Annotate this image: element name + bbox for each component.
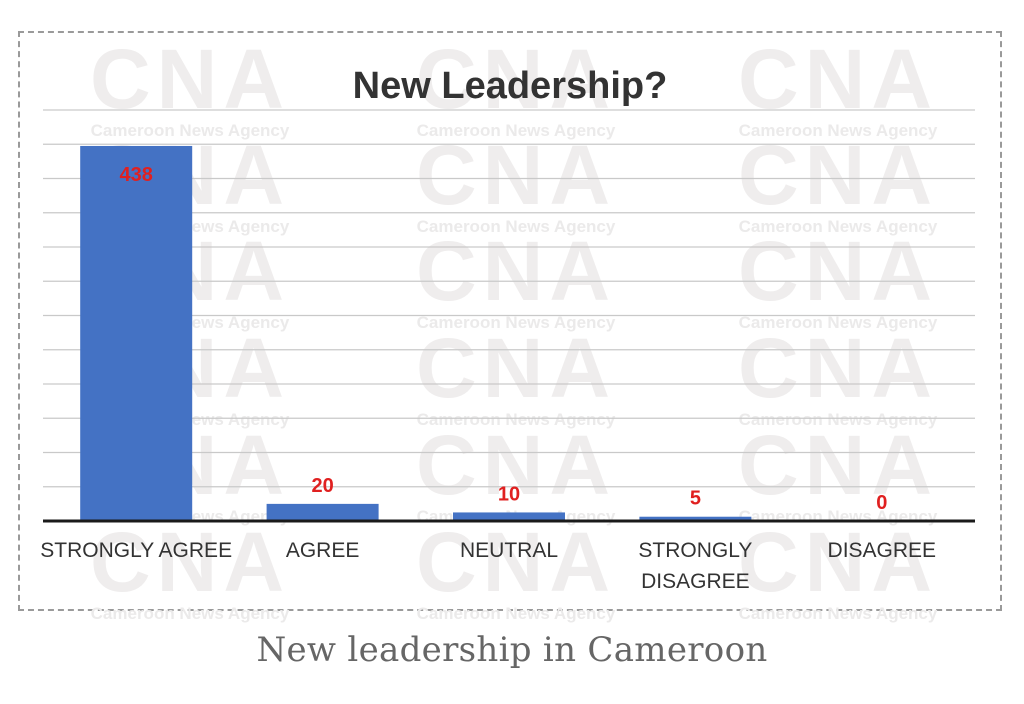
chart-figure: CNA Cameroon News Agency CNA Cameroon News … <box>18 31 1002 623</box>
data-label: 5 <box>690 488 701 510</box>
bar <box>639 516 752 521</box>
category-label: NEUTRAL <box>460 539 558 562</box>
category-label: DISAGREE <box>828 539 937 562</box>
data-label: 20 <box>311 475 333 497</box>
category-label: STRONGLY DISAGREE <box>638 539 752 593</box>
data-label: 10 <box>498 483 520 505</box>
chart-title: New Leadership? <box>353 65 668 107</box>
category-label: AGREE <box>286 539 360 562</box>
data-label: 0 <box>876 492 887 514</box>
bar-chart: 438 STRONGLY AGREE 20 AGREE 10 NEUTRAL 5 STRONG… <box>40 65 975 593</box>
figure-caption: New leadership in Cameroon <box>256 630 768 670</box>
bar <box>80 145 193 521</box>
bar <box>266 503 379 521</box>
category-label: STRONGLY AGREE <box>40 539 232 562</box>
data-label: 438 <box>120 164 153 186</box>
bar <box>453 512 565 521</box>
